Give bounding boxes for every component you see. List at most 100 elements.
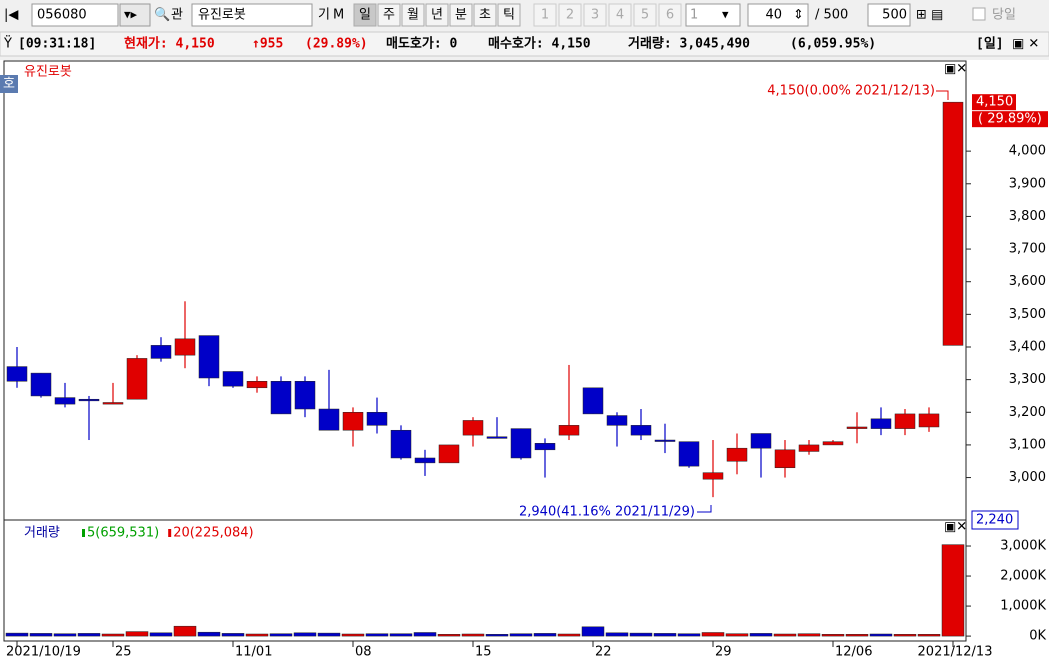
volume-bar: [269, 633, 293, 637]
dropdown[interactable]: [119, 3, 151, 27]
change-box: [972, 111, 1048, 128]
volume-bar: [605, 632, 629, 637]
volume-bar: [701, 632, 725, 637]
window-buttons[interactable]: ▣ ✕: [1012, 37, 1039, 52]
candle-body: [294, 381, 316, 410]
x-tick-label: 29: [715, 645, 732, 660]
period-button-bg[interactable]: [497, 3, 521, 27]
period-button-bg[interactable]: [353, 3, 377, 27]
period: [일]: [976, 37, 1004, 52]
x-tick-label: 2021/12/13: [918, 645, 993, 660]
candle-body: [462, 420, 484, 436]
first-button[interactable]: |◀: [4, 8, 18, 23]
code-box[interactable]: [31, 3, 119, 27]
interval-box[interactable]: [685, 3, 741, 27]
y-tick-label: 0K: [1029, 629, 1046, 644]
y-tick-label: 3,000K: [1000, 539, 1046, 554]
number-button[interactable]: 5: [641, 8, 649, 23]
toolbar-button[interactable]: M: [333, 8, 344, 23]
volume-bar: [77, 633, 101, 637]
total-box[interactable]: [867, 3, 911, 27]
candle-body: [30, 372, 52, 397]
candle-body: [366, 412, 388, 426]
x-tick-label: 22: [595, 645, 612, 660]
volume-bar: [413, 632, 437, 637]
panel-buttons[interactable]: ▣✕: [944, 62, 967, 77]
period-button[interactable]: 일: [359, 8, 371, 23]
count-box[interactable]: [747, 3, 809, 27]
period-button-bg[interactable]: [425, 3, 449, 27]
number-button-bg[interactable]: [583, 3, 607, 27]
period-button[interactable]: 틱: [503, 8, 515, 23]
period-button-bg[interactable]: [449, 3, 473, 27]
period-button[interactable]: 년: [431, 8, 443, 23]
volume-bar: [125, 631, 149, 637]
candle-body: [126, 358, 148, 400]
number-button[interactable]: 1: [541, 8, 549, 23]
y-tick-label: 3,000: [1009, 470, 1046, 485]
interval-arrow[interactable]: ▾: [722, 8, 729, 23]
number-button[interactable]: 3: [591, 8, 599, 23]
icon-buttons[interactable]: ⊞ ▤: [916, 8, 943, 23]
number-button-bg[interactable]: [533, 3, 557, 27]
period-button-bg[interactable]: [401, 3, 425, 27]
panel-buttons[interactable]: ▣✕: [944, 520, 967, 535]
today-checkbox[interactable]: [972, 7, 986, 21]
period-button-bg[interactable]: [473, 3, 497, 27]
volume-bar: [197, 631, 221, 637]
number-button[interactable]: 6: [666, 8, 674, 23]
candle-body: [774, 449, 796, 469]
side-tab[interactable]: [0, 75, 18, 93]
annotation-arrow: [936, 90, 949, 100]
candle-body: [534, 443, 556, 451]
number-button[interactable]: 4: [616, 8, 624, 23]
search-icon[interactable]: 🔍: [154, 6, 170, 23]
x-tick-label: 08: [355, 645, 372, 660]
candle-body: [798, 444, 820, 452]
volume-bar: [389, 633, 413, 637]
number-button-bg[interactable]: [658, 3, 682, 27]
pin-icon: Ÿ: [3, 36, 12, 52]
total-value: 500: [882, 8, 907, 23]
period-button[interactable]: 분: [455, 8, 467, 23]
x-tick-label: 15: [475, 645, 492, 660]
y-tick-label: 3,100: [1009, 437, 1046, 452]
period-button[interactable]: 초: [479, 8, 491, 23]
side-tab-label: 호: [3, 77, 15, 92]
search-button[interactable]: 관: [171, 8, 183, 23]
legend-swatch: [82, 529, 85, 537]
volume-pct: (6,059.95%): [790, 37, 876, 52]
spinner[interactable]: ⇕: [793, 8, 804, 23]
x-tick-label: 2021/10/19: [6, 645, 81, 660]
number-button[interactable]: 2: [566, 8, 574, 23]
volume-bar: [5, 632, 29, 637]
period-button[interactable]: 월: [407, 8, 419, 23]
number-button-bg[interactable]: [633, 3, 657, 27]
number-button-bg[interactable]: [558, 3, 582, 27]
period-button-bg[interactable]: [377, 3, 401, 27]
total: / 500: [815, 8, 848, 23]
interval: 1: [690, 8, 698, 23]
volume-bar: [221, 633, 245, 637]
volume-bar: [101, 633, 125, 637]
volume-bar: [749, 633, 773, 637]
volume-bar: [149, 632, 173, 637]
y-tick-label: 3,500: [1009, 307, 1046, 322]
number-button-bg[interactable]: [608, 3, 632, 27]
candle-body: [438, 444, 460, 464]
candle-body: [558, 425, 580, 436]
volume-panel: [3, 519, 967, 642]
volume-bar: [845, 634, 869, 637]
volume-bar: [581, 626, 605, 637]
y-tick-label: 3,800: [1009, 209, 1046, 224]
toolbar-button[interactable]: 기: [318, 8, 330, 23]
volume-bar: [893, 634, 917, 637]
candle-body: [870, 418, 892, 429]
period-button[interactable]: 주: [383, 8, 395, 23]
high-annotation: 4,150(0.00% 2021/12/13): [767, 84, 935, 99]
x-tick-label: 25: [115, 645, 132, 660]
candle-body: [510, 428, 532, 459]
low-annotation: 2,940(41.16% 2021/11/29): [519, 505, 695, 520]
candle-body: [630, 425, 652, 436]
volume-bar: [293, 632, 317, 637]
